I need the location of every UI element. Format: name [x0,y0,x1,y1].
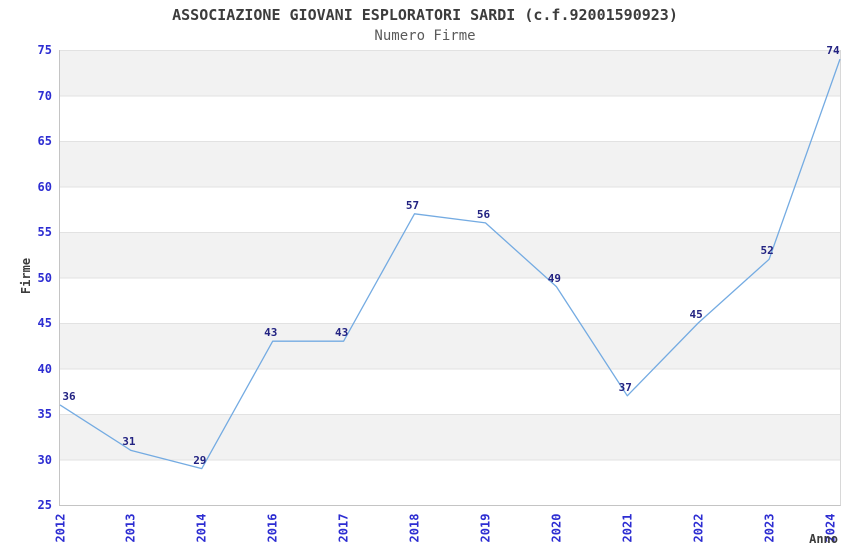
data-point-label: 43 [335,326,349,340]
y-tick-label: 45 [37,316,52,330]
y-tick-label: 55 [37,225,52,239]
chart-title: ASSOCIAZIONE GIOVANI ESPLORATORI SARDI (… [172,6,678,24]
data-point-label: 56 [476,207,491,221]
data-point-label: 45 [689,308,703,321]
chart-subtitle: Numero Firme [374,28,476,44]
x-tick-label-text: 2022 [691,513,706,543]
x-tick-label-text: 2021 [620,513,635,543]
y-tick-label: 70 [37,88,52,103]
x-tick-label: 2020 [539,511,573,545]
x-tick-label-text: 2016 [265,513,280,543]
x-tick-label-text: 2018 [407,513,422,543]
x-tick-label: 2023 [752,511,786,545]
data-point-label: 52 [760,244,774,258]
x-tick-label: 2012 [43,511,77,545]
x-tick-label-text: 2020 [549,513,564,543]
data-point-label: 57 [405,198,420,212]
data-point-label: 43 [264,326,278,340]
data-point-label: 74 [826,44,840,58]
x-tick-label: 2019 [468,511,502,545]
x-tick-label-text: 2014 [194,513,209,543]
y-tick-label: 25 [37,498,52,512]
x-tick-label-text: 2019 [478,513,493,543]
data-point-label: 36 [62,389,76,403]
y-axis-title-text: Firme [19,257,33,295]
x-tick-label-text: 2023 [762,513,777,543]
x-tick-label-text: 2013 [123,513,138,543]
y-tick-label: 35 [37,407,52,421]
y-tick-label: 60 [37,179,52,194]
x-tick-label: 2018 [398,511,432,545]
x-tick-label: 2014 [185,511,219,545]
y-tick-label: 75 [37,43,52,57]
plot-area [59,50,841,506]
data-point-label: 29 [193,453,207,467]
data-point-label: 37 [618,380,632,394]
y-tick-label: 65 [37,134,52,148]
data-point-label: 31 [122,435,136,449]
x-tick-label: 2017 [327,511,361,545]
x-axis-title: Anno [809,532,838,546]
y-tick-label: 30 [37,452,52,467]
x-tick-label-text: 2012 [53,513,67,543]
x-tick-label: 2021 [610,511,644,545]
y-tick-label: 50 [37,270,52,285]
x-tick-label: 2022 [681,511,715,545]
x-tick-label-text: 2017 [336,513,351,543]
y-axis-title: Firme [14,256,38,296]
y-tick-label: 40 [37,361,52,376]
line-chart-svg [59,58,841,470]
data-point-label: 49 [547,271,561,285]
x-tick-label: 2016 [256,511,290,545]
line-series [59,58,841,470]
x-tick-label: 2013 [114,511,148,545]
